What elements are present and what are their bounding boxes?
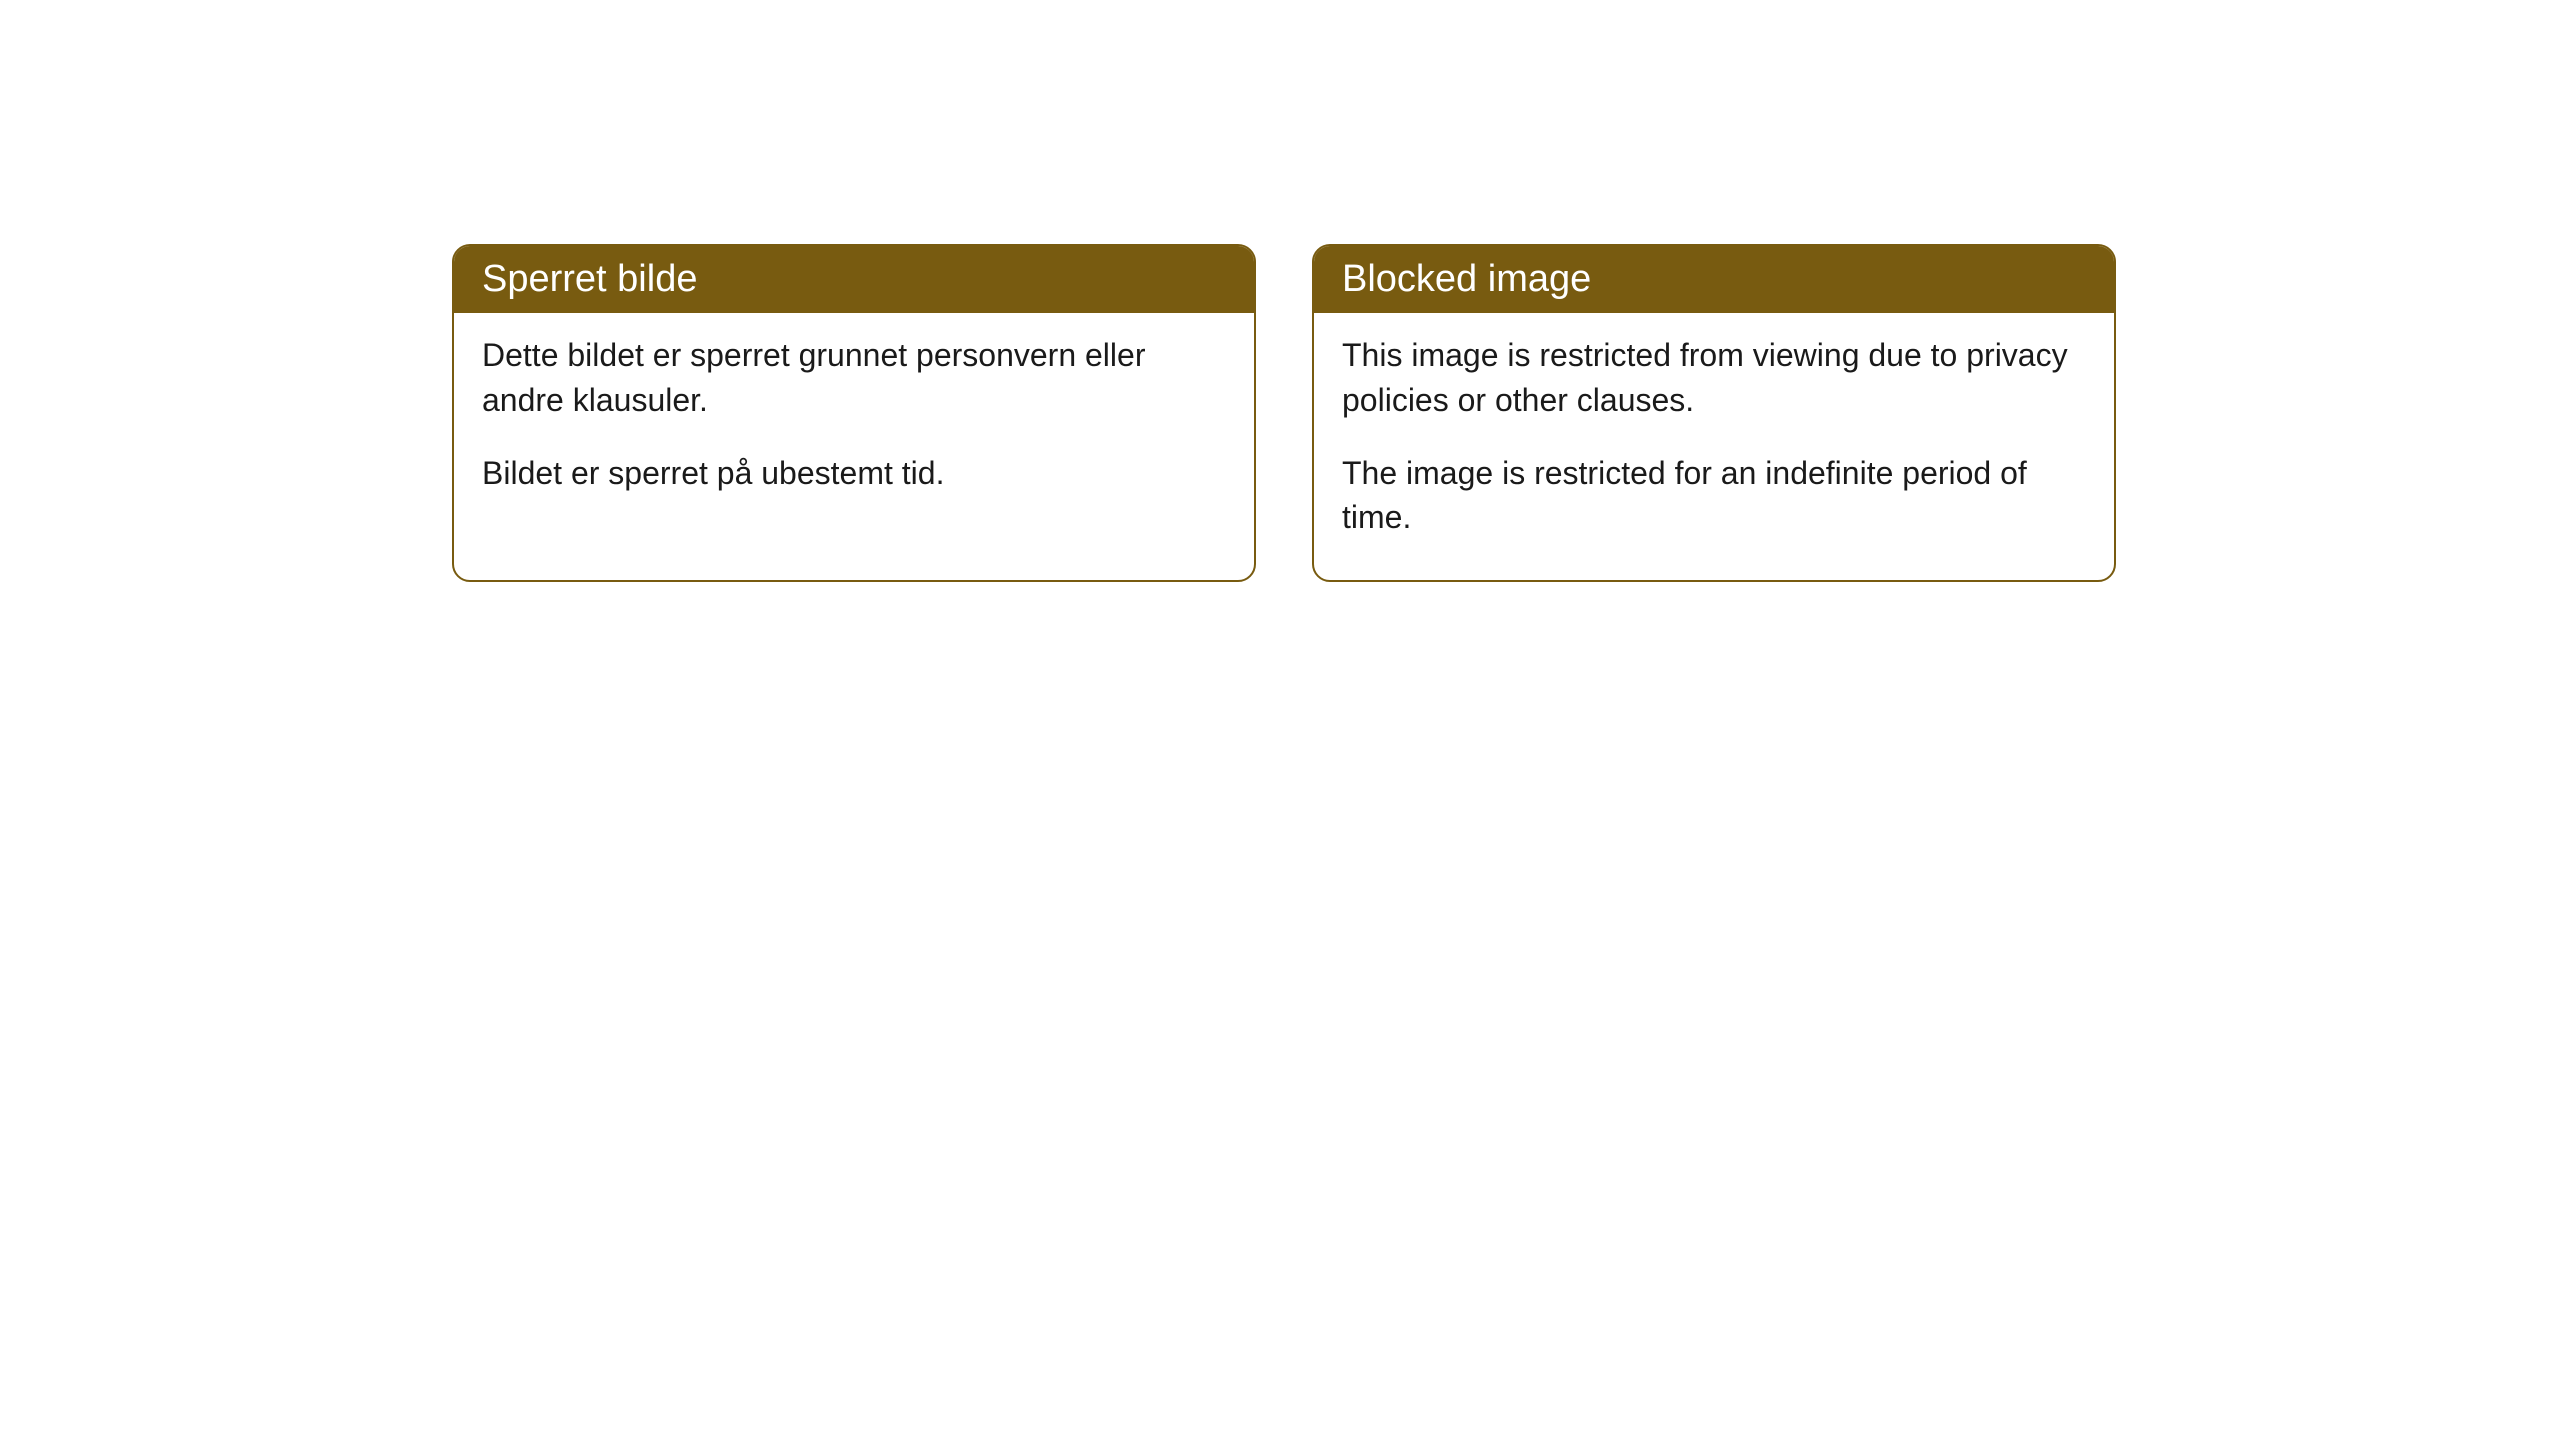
blocked-image-card-english: Blocked image This image is restricted f… [1312,244,2116,582]
card-title: Blocked image [1342,258,1591,300]
blocked-image-card-norwegian: Sperret bilde Dette bildet er sperret gr… [452,244,1256,582]
card-paragraph: The image is restricted for an indefinit… [1342,451,2086,541]
card-paragraph: This image is restricted from viewing du… [1342,333,2086,423]
card-paragraph: Bildet er sperret på ubestemt tid. [482,451,1226,496]
card-body-english: This image is restricted from viewing du… [1314,313,2114,580]
card-paragraph: Dette bildet er sperret grunnet personve… [482,333,1226,423]
card-body-norwegian: Dette bildet er sperret grunnet personve… [454,313,1254,535]
card-header-english: Blocked image [1314,246,2114,313]
card-header-norwegian: Sperret bilde [454,246,1254,313]
notice-cards-container: Sperret bilde Dette bildet er sperret gr… [452,244,2116,582]
card-title: Sperret bilde [482,258,697,300]
